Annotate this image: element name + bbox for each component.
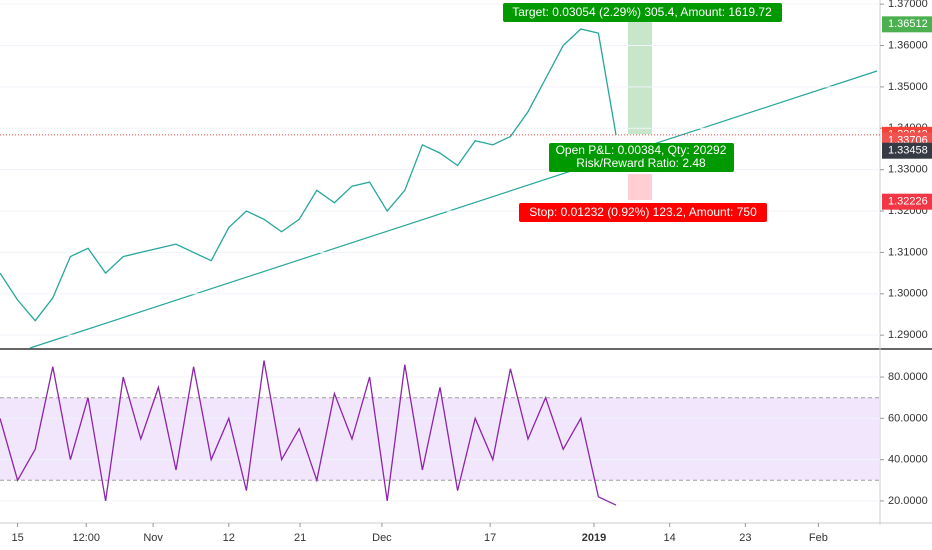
stop-box [519,203,767,222]
price-tag-label: 1.33458 [888,145,928,157]
pnl-box [549,143,734,172]
x-tick-label: Dec [372,532,392,544]
y-tick-label: 60.0000 [888,412,928,424]
x-tick-label: 12 [223,532,235,544]
stop-label: Stop: 0.01232 (0.92%) 123.2, Amount: 750 [529,205,757,219]
y-tick-label: 1.29000 [888,329,928,341]
target-zone [628,20,652,134]
y-tick-label: 40.0000 [888,454,928,466]
ratio-label: Risk/Reward Ratio: 2.48 [576,156,706,170]
rsi-band [0,397,880,481]
price-tag-label: 1.36512 [888,18,928,30]
y-tick-label: 1.36000 [888,39,928,51]
series-line [0,360,617,506]
trend-line [29,70,878,349]
y-tick-label: 1.31000 [888,246,928,258]
y-tick-label: 1.30000 [888,288,928,300]
x-tick-label: 23 [739,532,751,544]
price-tag [882,193,932,210]
target-label: Target: 0.03054 (2.29%) 305.4, Amount: 1… [512,5,772,19]
x-tick-label: 15 [11,532,23,544]
y-tick-label: 1.33000 [888,164,928,176]
x-tick-label: 12:00 [72,532,100,544]
price-tag [882,142,932,159]
x-tick-label: 17 [484,532,496,544]
price-tag-label: 1.32226 [888,196,928,208]
x-tick-label: Feb [809,532,828,544]
pnl-label: Open P&L: 0.00384, Qty: 20292 [556,143,727,157]
x-tick-label: Nov [143,532,163,544]
x-tick-label: 2019 [582,532,606,544]
y-tick-label: 1.37000 [888,0,928,10]
price-tag [882,16,932,33]
series-line [0,28,617,322]
y-tick-label: 80.0000 [888,371,928,383]
target-box [503,3,782,22]
x-tick-label: 14 [664,532,676,544]
y-tick-label: 20.0000 [888,495,928,507]
stop-zone [628,174,652,200]
y-tick-label: 1.35000 [888,81,928,93]
x-tick-label: 21 [294,532,306,544]
